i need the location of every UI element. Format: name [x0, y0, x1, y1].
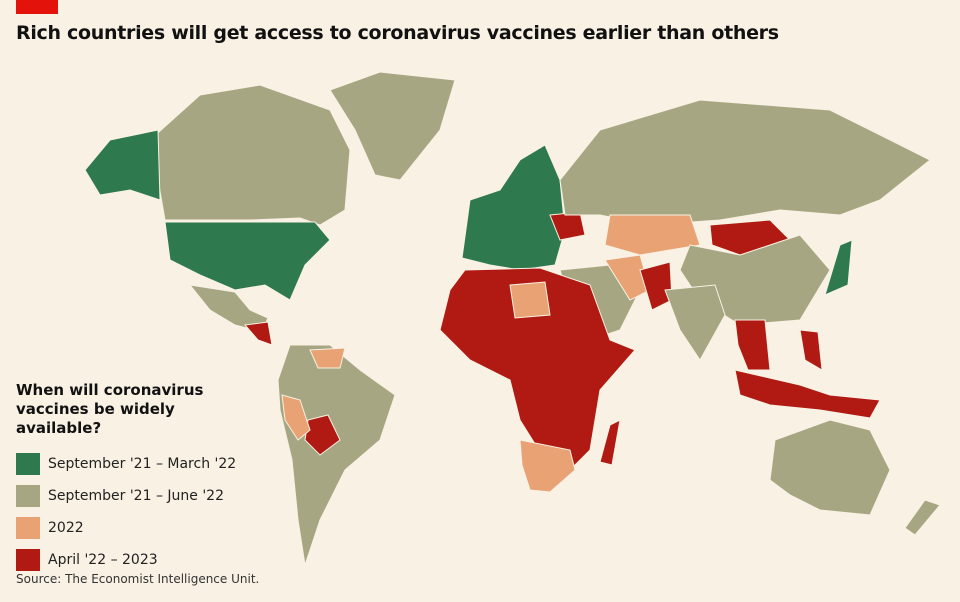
legend-item: September '21 – March '22 [16, 448, 256, 480]
alaska [84, 129, 161, 201]
legend-label: September '21 – March '22 [48, 456, 237, 472]
central-america [244, 321, 273, 346]
legend-item: 2022 [16, 512, 256, 544]
usa [164, 221, 331, 301]
philippines [799, 329, 823, 371]
bolivia [304, 414, 341, 456]
legend-label: 2022 [48, 520, 84, 536]
russia [559, 99, 931, 226]
legend-swatch [16, 485, 40, 507]
venezuela [309, 347, 346, 369]
australia [769, 419, 891, 516]
legend-item: September '21 – June '22 [16, 480, 256, 512]
legend-swatch [16, 549, 40, 571]
legend-title: When will coronavirus vaccines be widely… [16, 381, 204, 437]
libya [509, 281, 551, 319]
legend-label: September '21 – June '22 [48, 488, 224, 504]
new-zealand [904, 499, 941, 536]
greenland [329, 71, 456, 181]
canada [149, 84, 351, 226]
south-america [277, 344, 396, 566]
indonesia [734, 369, 881, 419]
southern-africa [519, 439, 576, 493]
legend-label: April '22 – 2023 [48, 552, 158, 568]
legend-swatch [16, 453, 40, 475]
japan [824, 239, 853, 296]
source: Source: The Economist Intelligence Unit. [16, 572, 260, 586]
se-asia [734, 319, 771, 371]
pakistan [639, 261, 673, 311]
legend-item: April '22 – 2023 [16, 544, 256, 576]
peru [281, 394, 311, 441]
india [664, 284, 726, 361]
madagascar [599, 419, 621, 466]
legend-swatch [16, 517, 40, 539]
legend: When will coronavirus vaccines be widely… [16, 381, 256, 576]
kazakhstan [604, 214, 701, 256]
europe [461, 144, 566, 271]
title: Rich countries will get access to corona… [16, 22, 779, 44]
brand-bar [16, 0, 58, 14]
